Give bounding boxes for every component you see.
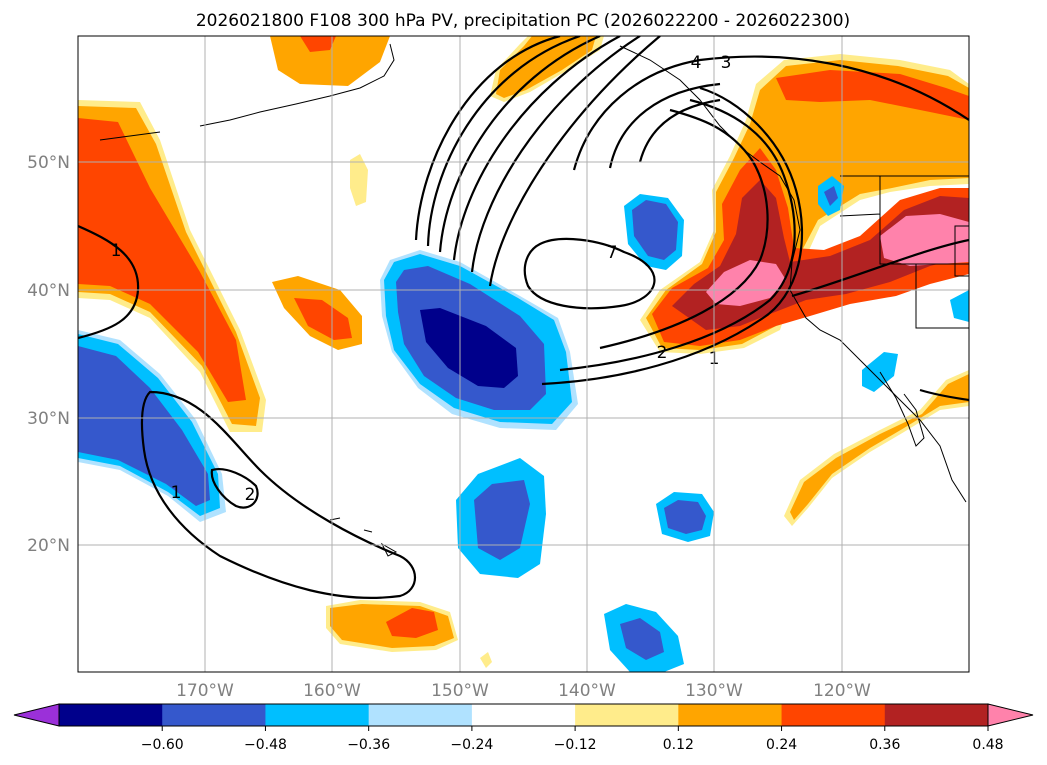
colorbar-tick-label: 0.36 bbox=[869, 737, 900, 753]
lat-label: 30°N bbox=[27, 409, 70, 429]
precip-positive-region bbox=[706, 260, 786, 306]
coastlines bbox=[99, 43, 969, 557]
lat-label: 50°N bbox=[27, 153, 70, 173]
map-panel: 1 2 1 2 1 7 4 3 bbox=[27, 35, 970, 701]
precip-negative-region bbox=[632, 200, 678, 260]
pv-contour bbox=[210, 468, 259, 509]
map-frame bbox=[77, 35, 970, 673]
precip-negative-region bbox=[78, 346, 210, 506]
state-borders bbox=[839, 175, 969, 329]
colorbar: −0.60 −0.48 −0.36 −0.24 −0.12 0.12 0.24 0.36 0.4… bbox=[13, 703, 1034, 753]
colorbar-tick-label: −0.12 bbox=[554, 737, 597, 753]
colorbar-ticks: −0.60 −0.48 −0.36 −0.24 −0.12 0.12 0.24 0.36 0.4… bbox=[141, 726, 1004, 753]
colorbar-left-extension bbox=[13, 703, 60, 727]
precipitation-shading bbox=[78, 36, 969, 672]
colorbar-cell bbox=[884, 704, 989, 726]
precip-positive-region bbox=[78, 118, 246, 402]
colorbar-tick-label: −0.48 bbox=[244, 737, 287, 753]
precip-positive-region bbox=[350, 154, 368, 206]
pv-contour bbox=[919, 388, 969, 402]
precip-positive-region bbox=[784, 370, 969, 526]
colorbar-tick-label: 0.12 bbox=[663, 737, 694, 753]
precip-negative-region bbox=[824, 186, 838, 206]
precip-positive-region bbox=[790, 374, 969, 520]
latitude-labels: 50°N 40°N 30°N 20°N bbox=[27, 153, 70, 556]
colorbar-tick-label: 0.24 bbox=[766, 737, 797, 753]
lon-label: 150°W bbox=[431, 681, 489, 701]
lon-label: 140°W bbox=[558, 681, 616, 701]
figure-title: 2026021800 F108 300 hPa PV, precipitatio… bbox=[196, 11, 850, 31]
colorbar-cells bbox=[59, 704, 989, 726]
colorbar-cell bbox=[575, 704, 679, 726]
precip-positive-region bbox=[480, 652, 492, 668]
pv-contour bbox=[470, 36, 641, 273]
lon-label: 160°W bbox=[303, 681, 361, 701]
graticule bbox=[78, 36, 969, 672]
precip-negative-region bbox=[420, 308, 518, 388]
colorbar-tick-label: 0.48 bbox=[972, 737, 1003, 753]
colorbar-cell bbox=[368, 704, 473, 726]
precip-positive-region bbox=[270, 36, 390, 86]
pv-contour bbox=[488, 36, 661, 287]
contour-label: 1 bbox=[111, 241, 122, 261]
contour-label: 1 bbox=[171, 483, 182, 503]
lat-label: 20°N bbox=[27, 536, 70, 556]
contour-label: 4 bbox=[691, 53, 702, 73]
colorbar-cell bbox=[471, 704, 576, 726]
precip-negative-region bbox=[474, 480, 530, 560]
lon-label: 130°W bbox=[685, 681, 743, 701]
precip-positive-region bbox=[300, 36, 336, 52]
colorbar-frame bbox=[58, 703, 989, 727]
precip-positive-region bbox=[386, 608, 438, 638]
map-content: 1 2 1 2 1 7 4 3 bbox=[78, 36, 969, 672]
colorbar-cell bbox=[781, 704, 886, 726]
precip-negative-region bbox=[950, 290, 969, 322]
pv-contour bbox=[559, 98, 796, 372]
precip-positive-region bbox=[294, 298, 352, 340]
alaska-coastline bbox=[99, 43, 967, 503]
colorbar-cell bbox=[162, 704, 266, 726]
pv-contours bbox=[78, 36, 969, 599]
pv-contour bbox=[541, 86, 804, 386]
pv-contour bbox=[599, 108, 769, 350]
colorbar-right-extension bbox=[987, 703, 1034, 727]
contour-label: 7 bbox=[607, 243, 618, 263]
colorbar-tick-label: −0.24 bbox=[450, 737, 493, 753]
colorbar-cell bbox=[265, 704, 370, 726]
precip-positive-region bbox=[880, 214, 969, 266]
pv-contour bbox=[608, 82, 721, 169]
pv-contour bbox=[638, 98, 721, 163]
lon-label: 170°W bbox=[176, 681, 234, 701]
pv-contour bbox=[791, 238, 969, 298]
pv-contour bbox=[572, 55, 969, 171]
pv-contour bbox=[523, 237, 656, 310]
lat-label: 40°N bbox=[27, 281, 70, 301]
lon-label: 120°W bbox=[813, 681, 871, 701]
contour-label: 2 bbox=[245, 485, 256, 505]
contour-label: 2 bbox=[657, 343, 668, 363]
pv-contour bbox=[426, 36, 581, 247]
colorbar-tick-label: −0.36 bbox=[347, 737, 390, 753]
contour-label: 3 bbox=[721, 53, 732, 73]
colorbar-cell bbox=[678, 704, 783, 726]
longitude-labels: 170°W 160°W 150°W 140°W 130°W 120°W bbox=[176, 681, 871, 701]
precip-negative-region bbox=[664, 500, 706, 534]
pv-contour bbox=[438, 36, 601, 253]
colorbar-tick-label: −0.60 bbox=[141, 737, 184, 753]
precip-negative-region bbox=[620, 618, 664, 660]
precip-positive-region bbox=[776, 70, 969, 120]
baja-coastline bbox=[879, 371, 925, 447]
colorbar-cell bbox=[59, 704, 163, 726]
pv-contour bbox=[414, 36, 561, 241]
pv-contour bbox=[140, 390, 416, 599]
